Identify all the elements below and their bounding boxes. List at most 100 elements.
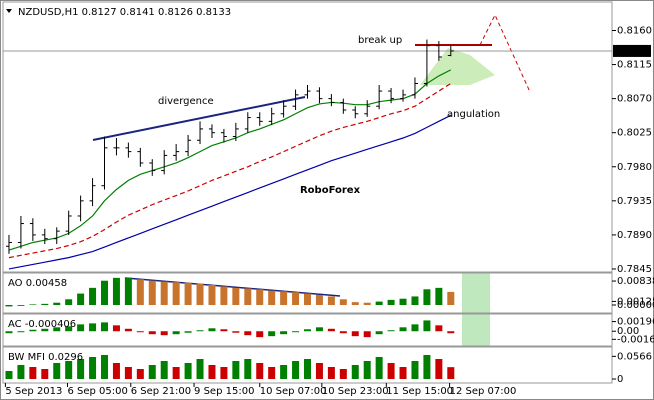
bar [447,291,455,305]
bar [399,367,407,379]
moving-average [8,82,452,259]
bar [363,302,371,305]
bar [172,331,180,335]
bar [148,280,156,305]
annotation: divergence [158,96,214,107]
last-price-box [613,44,651,57]
bar [53,363,61,379]
bar [136,331,144,333]
bar [363,331,371,338]
bar [244,288,252,305]
bar [184,363,192,379]
bar [220,367,228,379]
y-tick-label: 0.7935 [617,196,652,207]
bar [244,359,252,379]
bar [375,301,383,305]
bar [327,296,335,305]
y-tick-label: 0.8115 [617,60,652,71]
bar [17,365,25,379]
y-tick-label: 0.8025 [617,128,652,139]
bar [172,367,180,379]
bar [17,331,25,333]
watermark: RoboForex [300,185,361,196]
bar [351,331,359,337]
bar [232,331,240,333]
bar [160,281,168,305]
bar [101,355,108,379]
bar [339,331,347,334]
bar [268,367,276,379]
bar [220,286,228,305]
bar [435,359,443,379]
bar [41,328,49,332]
bar [292,292,300,305]
bar [435,325,443,332]
y-tick-label: 0.0566 [617,351,652,362]
bar [29,367,37,379]
panel-frame [2,313,613,347]
bar [304,359,311,379]
bar [101,322,108,332]
x-tick-label: 10 Sep 23:00 [322,386,389,397]
moving-average [8,69,452,251]
bar [423,289,431,305]
bar [89,357,97,379]
ao-divergence-line [124,277,341,297]
bar [399,327,407,332]
bar [5,331,13,334]
bar [411,296,419,305]
panel-title: AC -0.000406 [8,319,76,330]
x-tick-label: 11 Sep 15:00 [386,386,453,397]
bar [196,283,204,305]
bar [411,324,419,332]
bar [268,290,276,305]
bar [160,331,168,336]
bar [160,361,168,379]
bar [124,328,132,332]
bar [65,361,73,379]
y-tick-label: 0.8070 [617,94,652,105]
y-tick-label: 0.7890 [617,230,652,241]
bar [387,330,395,332]
bar [280,331,288,335]
bar [268,331,276,337]
bar [77,359,85,379]
bar [387,363,395,379]
panel-title: BW MFI 0.0296 [8,352,83,363]
panel-title: AO 0.00458 [8,278,67,289]
bar [196,330,204,332]
bar [292,331,300,333]
annotation: angulation [447,109,500,120]
last-price-label: 0.8133 [616,46,651,57]
x-tick-label: 6 Sep 21:00 [131,386,191,397]
panel-frame [2,346,613,384]
bar [148,365,156,379]
panel-frame [2,1,613,273]
bar [399,298,407,305]
x-tick-label: 10 Sep 07:00 [260,386,327,397]
bar [89,287,97,305]
bar [292,361,300,379]
y-tick-label: 0.7980 [617,162,652,173]
bar [136,369,144,379]
bar [184,282,192,305]
panel-frame [2,272,613,314]
bar [327,367,335,379]
bar [315,363,323,379]
bar [447,367,455,379]
bar [89,323,97,332]
y-tick-label: 0.00000 [617,300,654,311]
menu-arrow [6,9,12,13]
y-tick-label: 0 [617,374,623,385]
bar [77,324,85,332]
bar [423,355,431,379]
y-tick-label: 0.001963 [617,317,654,328]
bar [232,361,240,379]
bar [304,329,311,332]
bar [315,295,323,305]
bar [256,289,264,305]
moving-average [8,114,452,270]
y-tick-label: 0.8160 [617,25,652,36]
y-tick-label: 0.00 [617,326,639,337]
